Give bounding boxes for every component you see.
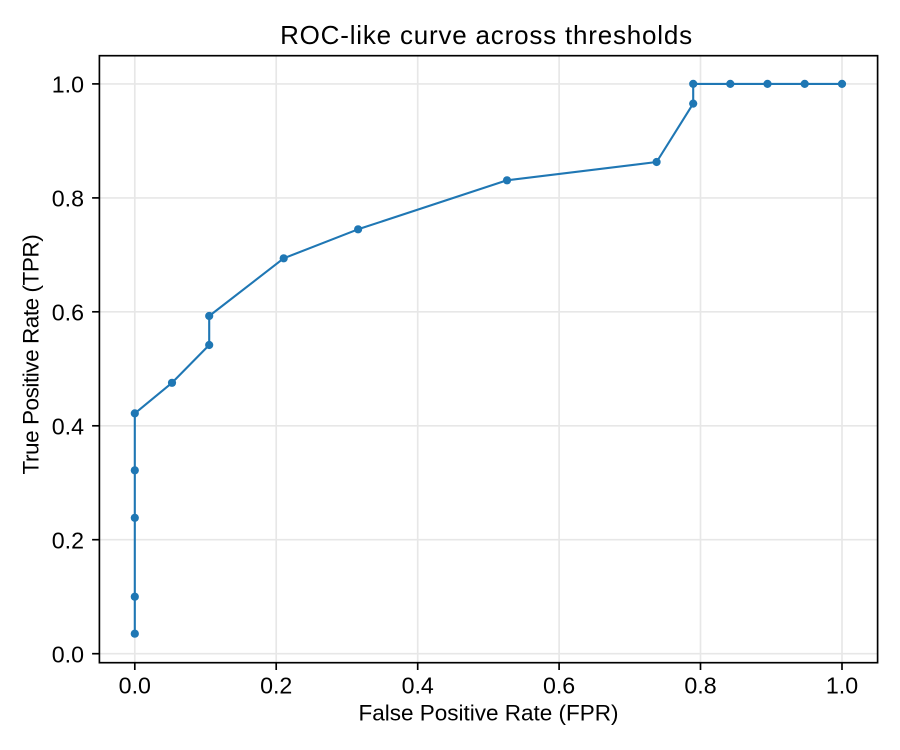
svg-text:1.0: 1.0 <box>826 673 858 699</box>
svg-text:0.2: 0.2 <box>52 527 84 553</box>
svg-text:False Positive Rate (FPR): False Positive Rate (FPR) <box>358 700 618 725</box>
svg-text:1.0: 1.0 <box>52 72 84 98</box>
svg-text:0.6: 0.6 <box>52 300 84 326</box>
svg-text:0.8: 0.8 <box>684 673 716 699</box>
svg-text:0.4: 0.4 <box>52 414 84 440</box>
svg-text:0.6: 0.6 <box>543 673 575 699</box>
svg-text:0.2: 0.2 <box>260 673 292 699</box>
svg-text:True Positive Rate (TPR): True Positive Rate (TPR) <box>19 235 44 475</box>
svg-text:ROC-like curve across threshol: ROC-like curve across thresholds <box>280 20 693 50</box>
svg-text:0.0: 0.0 <box>52 641 84 667</box>
svg-text:0.4: 0.4 <box>402 673 434 699</box>
svg-text:0.8: 0.8 <box>52 186 84 212</box>
svg-text:0.0: 0.0 <box>119 673 151 699</box>
